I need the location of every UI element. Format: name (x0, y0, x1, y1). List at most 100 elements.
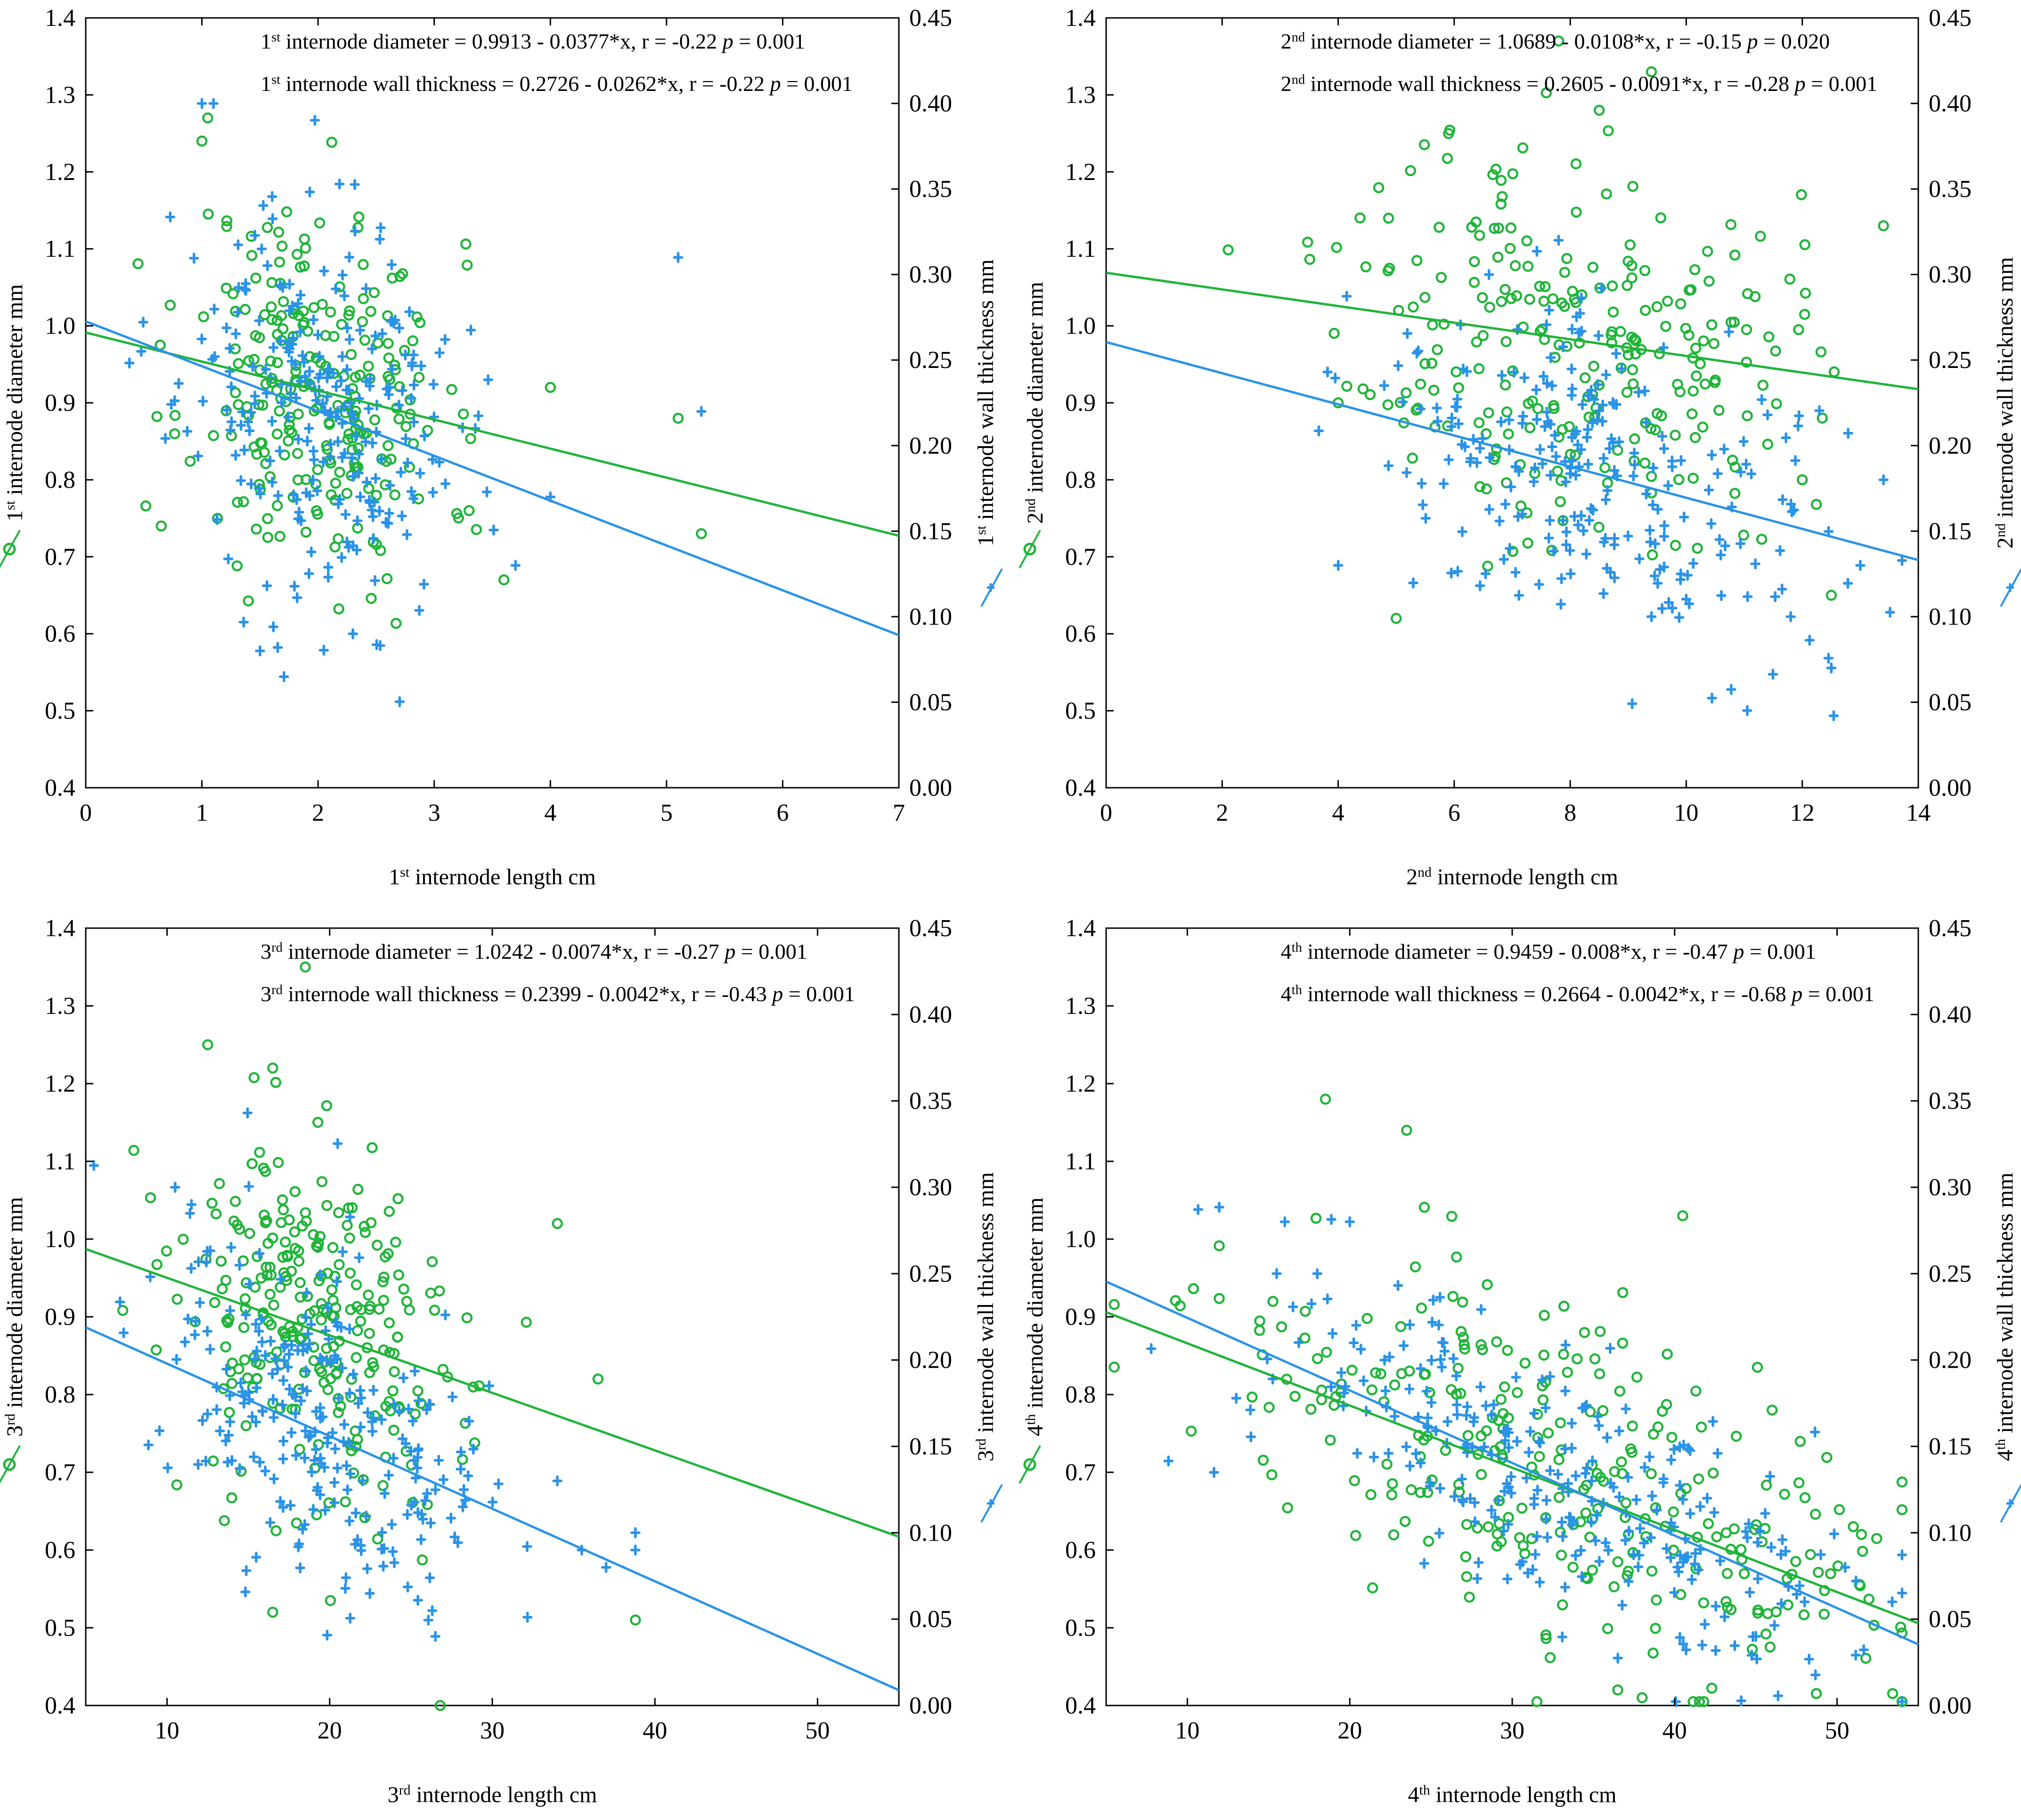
diameter-point (1381, 1459, 1393, 1470)
wall-point (484, 1380, 495, 1392)
wall-point (1667, 602, 1678, 614)
wall-point (412, 1452, 423, 1463)
diameter-point (264, 1289, 276, 1300)
wall-point (308, 445, 319, 457)
diameter-point (1639, 265, 1651, 277)
wall-point (383, 389, 394, 400)
y-left-axis-label: 2nd internode diameter mm (1023, 282, 1048, 524)
diameter-point (1451, 366, 1462, 378)
wall-point (1436, 1361, 1447, 1373)
wall-point (394, 400, 404, 411)
wall-point (1214, 1201, 1224, 1213)
wall-point (1785, 498, 1796, 510)
diameter-point (1469, 256, 1480, 268)
wall-point (1760, 1508, 1770, 1519)
wall-point (1529, 1408, 1540, 1419)
diameter-point (1784, 273, 1796, 285)
wall-point (357, 1475, 368, 1486)
wall-point (212, 1404, 222, 1415)
diameter-point (1598, 1476, 1609, 1487)
wall-point (361, 476, 372, 488)
wall-point (1657, 603, 1667, 614)
diameter-point (1589, 1353, 1601, 1365)
diameter-point (592, 1373, 604, 1385)
diameter-point (1366, 1384, 1378, 1396)
diameter-point (300, 242, 311, 254)
wall-point (1593, 330, 1604, 342)
wall-point (1665, 1552, 1676, 1563)
wall-point (406, 486, 417, 498)
wall-point (327, 1427, 338, 1438)
wall-point (293, 298, 303, 309)
wall-point (1736, 1695, 1746, 1706)
wall-point (1575, 308, 1585, 319)
diameter-point (471, 524, 482, 535)
diameter-point (383, 1317, 395, 1329)
y-right-tick-label: 0.40 (1929, 1001, 1972, 1028)
diameter-point (1722, 1601, 1733, 1613)
wall-point (440, 334, 450, 345)
wall-point (1393, 360, 1403, 371)
diameter-point (289, 1186, 301, 1197)
wall-point (1565, 568, 1576, 579)
wall-point (1829, 1528, 1840, 1540)
wall-point (1420, 513, 1431, 524)
diameter-equation: 2nd internode diameter = 1.0689 - 0.0108… (1281, 29, 1830, 53)
wall-point (1775, 545, 1785, 556)
wall-point (1630, 459, 1640, 471)
wall-point (136, 345, 147, 357)
wall-point (1573, 327, 1584, 339)
diameter-point (1346, 1364, 1358, 1376)
wall-point (1341, 290, 1352, 302)
wall-point (1541, 319, 1552, 330)
diameter-point (1728, 1523, 1740, 1534)
wall-point (1549, 430, 1560, 441)
wall-equation: 4th internode wall thickness = 0.2664 - … (1281, 982, 1874, 1006)
diameter-point (1646, 1468, 1657, 1479)
diameter-point (1452, 1363, 1464, 1374)
wall-point (1646, 1532, 1656, 1543)
wall-point (1421, 1386, 1432, 1397)
wall-point (1790, 455, 1801, 466)
wall-point (337, 351, 348, 362)
diameter-point (239, 1293, 251, 1305)
wall-point (1855, 560, 1866, 571)
wall-point (1588, 504, 1598, 516)
y-right-tick-label: 0.25 (1929, 347, 1972, 374)
diameter-point (352, 1434, 363, 1445)
wall-point (236, 419, 246, 431)
diameter-point (353, 211, 365, 223)
diameter-point (248, 1072, 260, 1084)
wall-point (1773, 1690, 1784, 1702)
y-left-tick-label: 0.8 (45, 1381, 75, 1408)
diameter-point (284, 1214, 295, 1225)
wall-point (1435, 1354, 1446, 1365)
diameter-point (327, 1295, 339, 1306)
wall-point (1592, 1510, 1602, 1521)
wall-point (383, 518, 393, 529)
wall-point (1545, 514, 1555, 526)
diameter-point (446, 384, 457, 395)
wall-point (1563, 1478, 1573, 1489)
wall-point (387, 1518, 397, 1530)
diameter-point (344, 1267, 356, 1279)
wall-point (510, 560, 521, 571)
wall-point (165, 211, 176, 223)
diameter-point (255, 1272, 267, 1284)
y-right-axis-label: 1st internode wall thickness mm (973, 259, 999, 546)
diameter-regression-line (1106, 271, 1919, 391)
y-right-tick-label: 0.05 (909, 689, 952, 716)
wall-point (225, 424, 236, 436)
diameter-point (257, 400, 269, 411)
diameter-point (1871, 1533, 1882, 1544)
wall-point (341, 384, 352, 396)
diameter-point (1685, 284, 1697, 295)
diameter-point (1540, 281, 1551, 293)
diameter-point (1447, 1291, 1459, 1302)
diameter-point (696, 528, 707, 539)
diameter-point (1254, 1315, 1265, 1327)
diameter-point (389, 489, 400, 501)
wall-point (1712, 468, 1723, 480)
wall-point (1719, 1611, 1730, 1623)
wall-point (255, 645, 265, 657)
